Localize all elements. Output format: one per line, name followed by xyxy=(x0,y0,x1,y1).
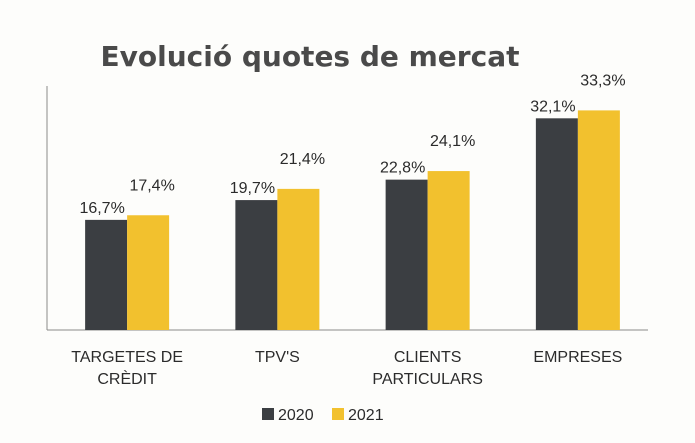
category-label-1-line-0: TPV'S xyxy=(255,349,300,366)
legend-swatch-2020 xyxy=(262,408,274,420)
bars xyxy=(85,110,620,331)
bar-2021-2 xyxy=(427,171,470,330)
value-labels: 16,7% 17,4% 19,7% 21,4% 22,8% 24,1% 32,1% 33,3% xyxy=(79,72,625,216)
bar-2020-2 xyxy=(385,179,428,330)
category-label-0-line-1: CRÈDIT xyxy=(97,369,157,388)
category-label-2-line-1: PARTICULARS xyxy=(372,371,483,388)
bar-2020-0 xyxy=(85,219,128,330)
bar-2021-0 xyxy=(127,215,170,330)
value-label-2021-1: 21,4% xyxy=(280,151,325,168)
legend-swatch-2021 xyxy=(332,408,344,420)
value-label-2021-2: 24,1% xyxy=(430,133,475,150)
bar-2021-1 xyxy=(277,188,320,330)
category-labels: TARGETES DE CRÈDIT TPV'S CLIENTS PARTICULARS… xyxy=(71,349,622,388)
category-label-2-line-0: CLIENTS xyxy=(394,349,462,366)
value-label-2020-3: 32,1% xyxy=(530,98,575,115)
legend-label-2020: 2020 xyxy=(278,407,314,424)
value-label-2021-0: 17,4% xyxy=(129,177,174,194)
value-label-2021-3: 33,3% xyxy=(580,72,625,89)
category-label-3-line-0: EMPRESES xyxy=(533,349,622,366)
legend-label-2021: 2021 xyxy=(348,407,384,424)
legend: 2020 2021 xyxy=(262,407,384,424)
value-label-2020-2: 22,8% xyxy=(380,160,425,177)
value-label-2020-1: 19,7% xyxy=(230,180,275,197)
value-label-2020-0: 16,7% xyxy=(79,200,124,217)
bar-2021-3 xyxy=(577,110,620,331)
category-label-0-line-0: TARGETES DE xyxy=(71,349,183,366)
bar-2020-1 xyxy=(235,200,278,330)
bar-2020-3 xyxy=(535,118,578,331)
chart-title: Evolució quotes de mercat xyxy=(101,40,520,73)
